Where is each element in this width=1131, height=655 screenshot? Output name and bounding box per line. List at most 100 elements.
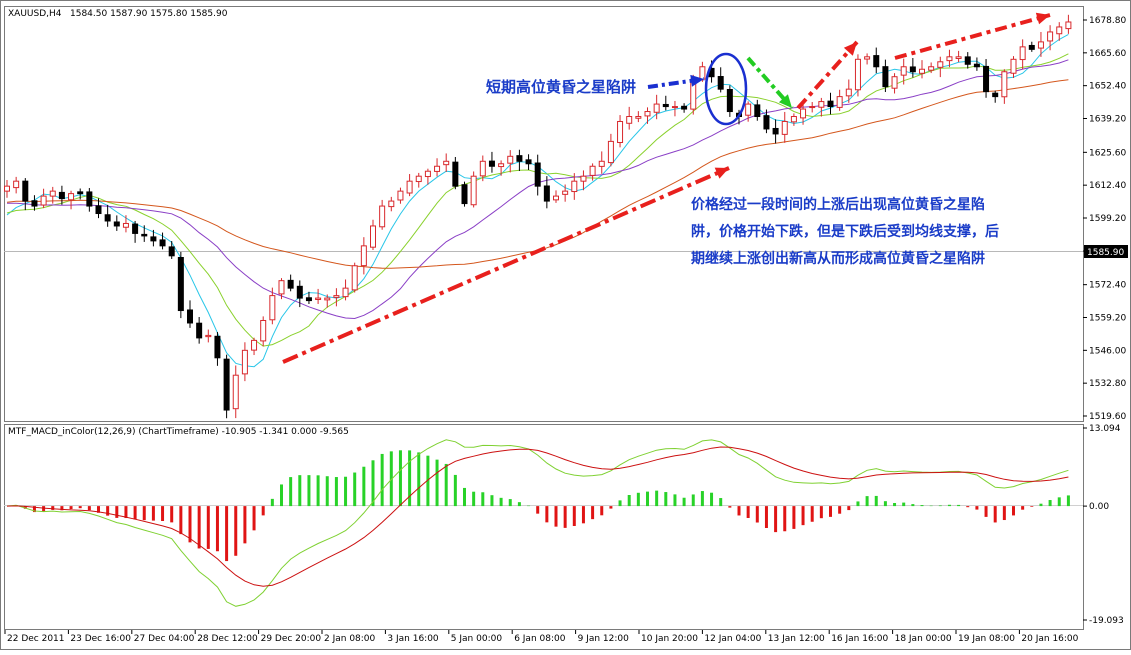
- candle-body: [854, 58, 861, 91]
- price-tick-label: 1639.20: [1089, 115, 1126, 125]
- candle-body: [260, 319, 267, 342]
- candle: [964, 52, 971, 69]
- candle-body: [388, 200, 395, 208]
- candle-body: [470, 175, 477, 206]
- price-tick-label: 1546.00: [1089, 346, 1126, 356]
- candle: [928, 62, 935, 74]
- candle: [214, 332, 221, 366]
- macd-tick-label: 13.094: [1089, 424, 1121, 434]
- candle-body: [241, 349, 248, 375]
- candle: [241, 342, 248, 382]
- candle: [900, 58, 907, 85]
- macd-line: [6, 439, 1069, 607]
- candle-body: [498, 163, 505, 168]
- candle-body: [900, 66, 907, 76]
- candle-body: [699, 66, 706, 80]
- candle-body: [973, 63, 980, 68]
- candle: [232, 365, 239, 419]
- price-tick-label: 1519.60: [1089, 412, 1126, 422]
- candle: [562, 184, 569, 202]
- candle: [571, 173, 578, 200]
- candle-body: [818, 101, 825, 108]
- candle: [553, 190, 559, 203]
- explanation-line-3: 期继续上涨创出新高从而形成高位黄昏之星陷阱: [691, 250, 985, 267]
- candle: [58, 185, 65, 205]
- candle-body: [763, 115, 770, 130]
- candle: [177, 251, 184, 319]
- macd-lines: [6, 439, 1069, 607]
- candle: [150, 229, 157, 247]
- candle-body: [461, 184, 468, 205]
- candle-body: [507, 155, 514, 164]
- time-tick-label: 13 Jan 12:00: [768, 634, 825, 644]
- candle-body: [809, 106, 816, 109]
- pattern-pointer-arrow: [647, 74, 705, 89]
- candle: [1037, 31, 1044, 57]
- candle-body: [232, 374, 239, 410]
- candle-body: [562, 190, 569, 195]
- price-tick-label: 1599.20: [1089, 214, 1126, 224]
- candle: [854, 54, 861, 97]
- candle-body: [150, 236, 157, 242]
- candle-body: [360, 245, 367, 267]
- macd-tick-label: -19.093: [1089, 616, 1124, 626]
- candle-body: [333, 295, 340, 298]
- candle-body: [671, 106, 678, 109]
- candle-body: [1001, 71, 1008, 98]
- indicator-title: MTF_MACD_inColor(12,26,9) (ChartTimefram…: [8, 427, 349, 437]
- candle: [68, 190, 75, 210]
- candle: [662, 95, 669, 111]
- candle-body: [68, 193, 75, 201]
- candle: [644, 107, 651, 124]
- candle: [754, 99, 761, 121]
- price-tick-label: 1678.80: [1089, 16, 1126, 26]
- price-tick-label: 1625.60: [1089, 148, 1126, 158]
- time-tick-label: 5 Jan 00:00: [451, 634, 503, 644]
- candle-body: [1037, 41, 1044, 49]
- explanation-line-2: 阱，价格开始下跌，但是下跌后受到均线支撑，后: [691, 223, 999, 240]
- candle-body: [1028, 44, 1035, 50]
- candle-body: [607, 140, 614, 164]
- candle: [946, 49, 953, 68]
- candle-body: [882, 66, 889, 88]
- candle-body: [598, 160, 605, 167]
- candle: [315, 288, 322, 304]
- arrow-head: [843, 42, 857, 56]
- candle-body: [370, 225, 376, 248]
- candle: [470, 171, 477, 208]
- candle: [1065, 14, 1072, 34]
- candle-body: [781, 120, 788, 135]
- candle: [809, 102, 816, 113]
- candle: [333, 288, 340, 307]
- candle: [187, 300, 193, 328]
- price-tick-label: 1559.20: [1089, 313, 1126, 323]
- candle: [479, 155, 486, 182]
- candle: [580, 170, 587, 191]
- candle-body: [104, 214, 111, 222]
- candle-body: [653, 103, 660, 113]
- candle: [86, 188, 93, 212]
- candle-body: [644, 111, 651, 117]
- candle-body: [379, 205, 386, 228]
- candle: [772, 119, 779, 144]
- candle: [104, 204, 111, 227]
- pullback-arrow: [746, 56, 794, 110]
- candle: [95, 198, 102, 219]
- short-pattern-label: 短期高位黄昏之星陷阱: [486, 78, 636, 96]
- symbol-label: XAUUSD,H4: [8, 9, 62, 19]
- candle: [845, 79, 852, 103]
- candle-body: [571, 180, 578, 193]
- candle-body: [909, 66, 916, 73]
- candle: [287, 274, 294, 292]
- time-tick-label: 12 Jan 04:00: [704, 634, 761, 644]
- candle: [626, 106, 633, 130]
- candle: [269, 287, 276, 325]
- candle: [955, 50, 962, 63]
- new-high-arrow: [894, 12, 1051, 60]
- candle: [681, 103, 688, 113]
- candle-body: [13, 180, 20, 189]
- candle-body: [580, 175, 587, 182]
- arrow-head: [714, 167, 729, 179]
